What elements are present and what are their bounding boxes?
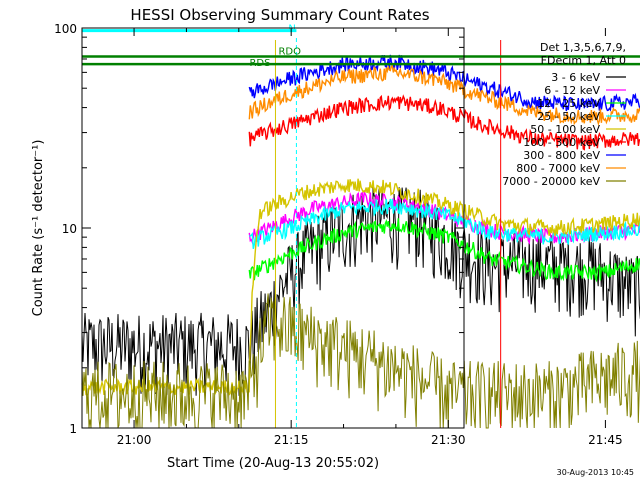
chart-title: HESSI Observing Summary Count Rates bbox=[130, 6, 429, 24]
y-axis-label: Count Rate (s⁻¹ detector⁻¹) bbox=[31, 140, 46, 317]
legend-header: Det 1,3,5,6,7,9, bbox=[540, 41, 626, 54]
legend: Det 1,3,5,6,7,9,FDecim 1, Att 0 3 - 6 keV… bbox=[502, 41, 626, 188]
footer-timestamp: 30-Aug-2013 10:45 bbox=[556, 468, 634, 477]
legend-entry: 100 - 300 keV bbox=[523, 136, 600, 149]
x-tick-label: 21:15 bbox=[274, 433, 309, 447]
legend-header: FDecim 1, Att 0 bbox=[541, 54, 626, 67]
y-tick-label: 10 bbox=[62, 222, 77, 236]
legend-entry: 6 - 12 keV bbox=[544, 84, 600, 97]
series-line-2 bbox=[248, 190, 640, 245]
legend-entry: 300 - 800 keV bbox=[523, 149, 600, 162]
legend-entry: 50 - 100 keV bbox=[530, 123, 600, 136]
flag-label-rdo: RDO bbox=[278, 47, 301, 58]
flag-label-rds: RDS bbox=[249, 58, 270, 69]
series-line-5 bbox=[81, 178, 640, 397]
flag-label-n: N bbox=[288, 24, 295, 35]
legend-entry: 12 - 25 keV bbox=[537, 97, 600, 110]
series-line-3 bbox=[248, 218, 640, 283]
flag-layer: NFRDORDS bbox=[82, 24, 640, 69]
legend-entry: 800 - 7000 keV bbox=[516, 162, 600, 175]
series-layer bbox=[81, 54, 640, 429]
x-axis-label: Start Time (20-Aug-13 20:55:02) bbox=[167, 456, 379, 471]
series-line-7 bbox=[248, 54, 640, 112]
x-tick-label: 21:00 bbox=[117, 433, 152, 447]
x-tick-label: 21:30 bbox=[431, 433, 466, 447]
y-tick-label: 100 bbox=[54, 22, 77, 36]
legend-entry: 3 - 6 keV bbox=[551, 71, 600, 84]
x-tick-label: 21:45 bbox=[588, 433, 623, 447]
y-tick-label: 1 bbox=[69, 422, 77, 436]
marker-layer bbox=[274, 38, 502, 428]
legend-entry: 7000 - 20000 keV bbox=[502, 175, 600, 188]
series-line-8 bbox=[248, 64, 640, 126]
series-line-4 bbox=[249, 198, 640, 249]
tick-layer: 21:0021:1521:3021:4522:0022:1522:3011010… bbox=[54, 22, 623, 447]
legend-entry: 25 - 50 keV bbox=[537, 110, 600, 123]
series-line-9 bbox=[81, 293, 640, 429]
series-line-6 bbox=[248, 94, 640, 151]
